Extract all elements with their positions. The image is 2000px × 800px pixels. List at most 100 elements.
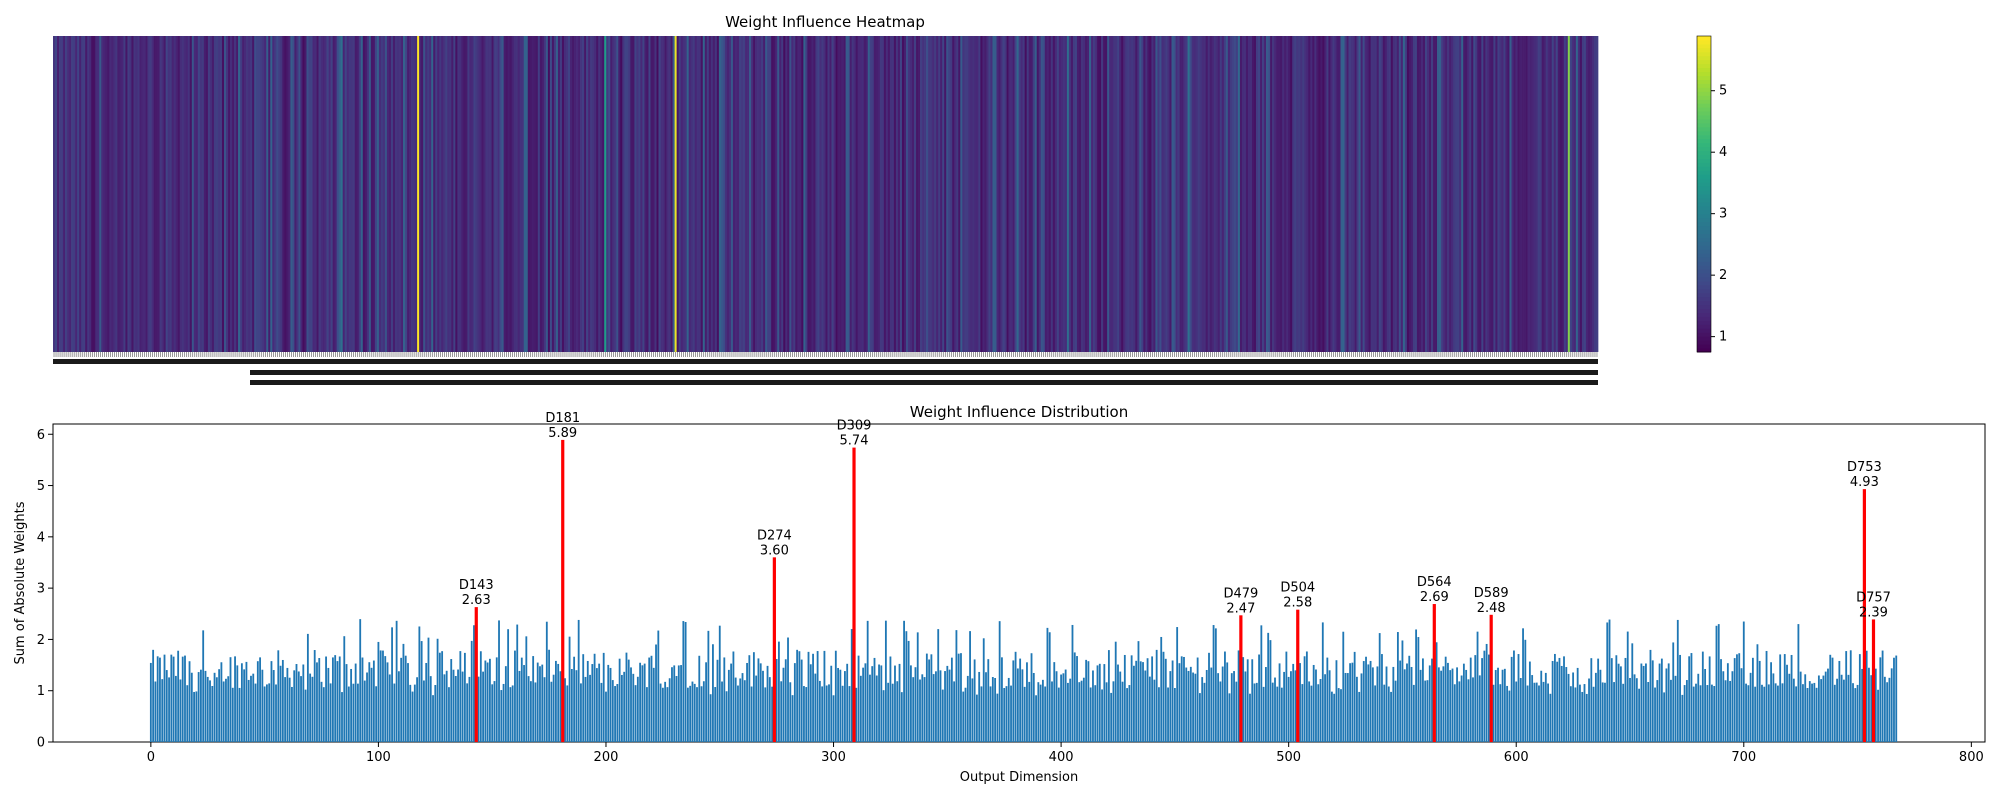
bar: [739, 678, 742, 742]
colorbar-segment: [1697, 75, 1711, 80]
bar: [741, 673, 744, 742]
heatmap-cell: [912, 36, 915, 352]
bar: [616, 684, 619, 742]
bar: [825, 685, 828, 742]
bar: [805, 687, 808, 742]
heatmap-cell: [1404, 36, 1408, 352]
colorbar-segment: [1697, 186, 1711, 191]
bar: [878, 664, 880, 742]
heatmap-cell: [1002, 36, 1005, 352]
heatmap-cell: [366, 36, 370, 352]
x-tick-label: 400: [1049, 750, 1074, 765]
heatmap-cell: [1410, 36, 1414, 352]
y-tick-label: 1: [37, 684, 45, 699]
bar: [636, 676, 639, 742]
bar-dim-label: D564: [1417, 575, 1452, 590]
bar: [1399, 660, 1402, 742]
heatmap-cell: [1533, 36, 1536, 352]
bar: [236, 665, 239, 742]
bar: [161, 679, 164, 742]
heatmap-cell: [944, 36, 947, 352]
bar: [545, 621, 548, 742]
bar: [1749, 672, 1752, 742]
bar: [1713, 686, 1716, 742]
bar: [1565, 667, 1568, 742]
bar: [427, 637, 430, 742]
bar: [1524, 639, 1527, 742]
bar: [757, 658, 760, 742]
heatmap-cell: [1360, 36, 1363, 352]
heatmap-cell: [1268, 36, 1271, 352]
bar: [395, 620, 398, 742]
heatmap-cell: [749, 36, 752, 352]
bar: [914, 667, 917, 742]
bar: [1751, 657, 1754, 742]
bar: [1476, 631, 1479, 742]
bar: [575, 670, 578, 742]
y-tick-label: 0: [37, 736, 45, 751]
heatmap-cell: [228, 36, 231, 352]
heatmap-cell: [837, 36, 840, 352]
bar: [450, 659, 453, 742]
heatmap-cell: [1087, 36, 1090, 352]
highlighted-bar: [852, 447, 856, 742]
bar: [211, 685, 214, 742]
bar: [1187, 670, 1190, 742]
colorbar-segment: [1697, 142, 1711, 148]
heatmap-cell: [1346, 36, 1349, 352]
heatmap-cell: [879, 36, 883, 352]
bar: [910, 665, 912, 742]
heatmap-cell: [557, 36, 561, 352]
bar: [1280, 687, 1283, 742]
heatmap-cell: [1328, 36, 1331, 352]
bar: [1351, 662, 1354, 742]
heatmap-cell: [1284, 36, 1287, 352]
bar: [778, 641, 780, 742]
heatmap-cell: [250, 36, 253, 352]
heatmap-cell: [656, 36, 659, 352]
heatmap-cell: [111, 36, 114, 352]
heatmap-cell: [907, 36, 911, 352]
bar: [1422, 658, 1424, 742]
bar: [1501, 669, 1504, 742]
heatmap-cell: [523, 36, 527, 352]
bar: [882, 690, 885, 742]
bar: [1786, 664, 1788, 742]
bar: [946, 665, 949, 742]
bar: [482, 671, 484, 742]
heatmap-cell: [1394, 36, 1398, 352]
heatmap-cell: [1137, 36, 1140, 352]
heatmap-cell: [284, 36, 287, 352]
bar: [987, 659, 990, 742]
bar: [791, 695, 794, 742]
heatmap-cell: [262, 36, 265, 352]
y-tick-label: 4: [37, 530, 45, 545]
heatmap-cell: [1264, 36, 1267, 352]
heatmap-cell: [974, 36, 977, 352]
bar: [495, 657, 498, 742]
bar: [1071, 624, 1074, 742]
bar: [1788, 673, 1791, 742]
heatmap-cell: [771, 36, 774, 352]
heatmap-cell: [459, 36, 462, 352]
heatmap-cell: [726, 36, 730, 352]
bar: [222, 681, 225, 742]
bar: [755, 675, 758, 742]
heatmap-cell: [594, 36, 597, 352]
bar: [1260, 625, 1263, 742]
bar: [1044, 686, 1047, 742]
bar: [270, 661, 273, 742]
heatmap-cell: [135, 36, 138, 352]
heatmap-cell: [191, 36, 195, 352]
heatmap-cell: [177, 36, 181, 352]
heatmap-cell: [1585, 36, 1589, 352]
bar: [1856, 684, 1859, 742]
bar: [1383, 684, 1386, 742]
colorbar-segment: [1697, 328, 1711, 333]
heatmap-cell: [1231, 36, 1235, 352]
bar: [539, 666, 541, 742]
heatmap-cell: [1117, 36, 1120, 352]
heatmap-cell: [568, 36, 571, 352]
heatmap-cell: [1101, 36, 1104, 352]
heatmap-cell: [224, 36, 227, 352]
